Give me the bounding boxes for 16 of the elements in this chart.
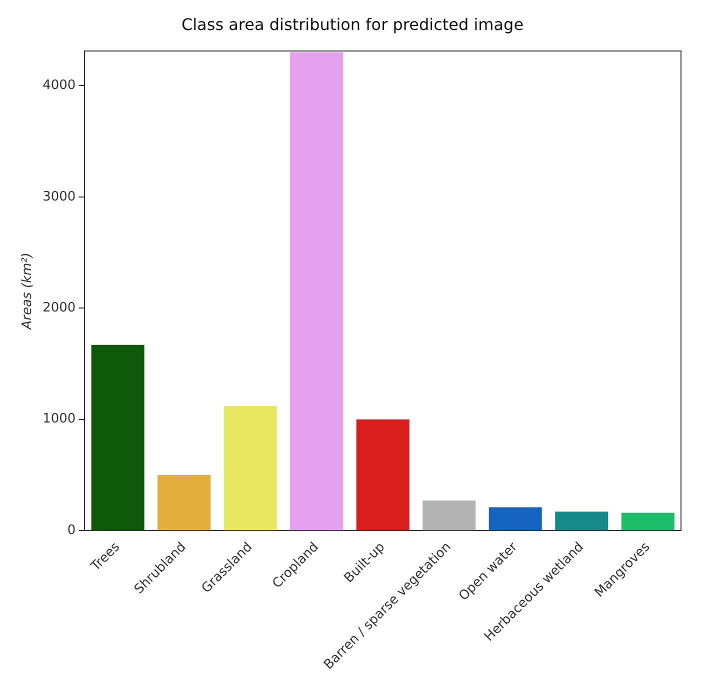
bar: [290, 52, 344, 530]
bar: [422, 500, 476, 530]
y-tick-label: 3000: [42, 189, 76, 204]
bar: [224, 406, 277, 530]
bar: [555, 512, 608, 530]
y-tick-label: 0: [67, 522, 76, 538]
y-axis-title: Areas (km²): [20, 252, 36, 330]
bar: [158, 474, 211, 530]
bar: [91, 344, 144, 530]
bar: [356, 419, 410, 530]
y-tick-label: 1000: [42, 412, 76, 427]
bar: [621, 512, 674, 530]
y-tick-label: 4000: [42, 78, 76, 94]
y-tick-label: 2000: [42, 300, 76, 316]
chart-title: Class area distribution for predicted image: [181, 14, 524, 34]
bar: [488, 507, 542, 530]
